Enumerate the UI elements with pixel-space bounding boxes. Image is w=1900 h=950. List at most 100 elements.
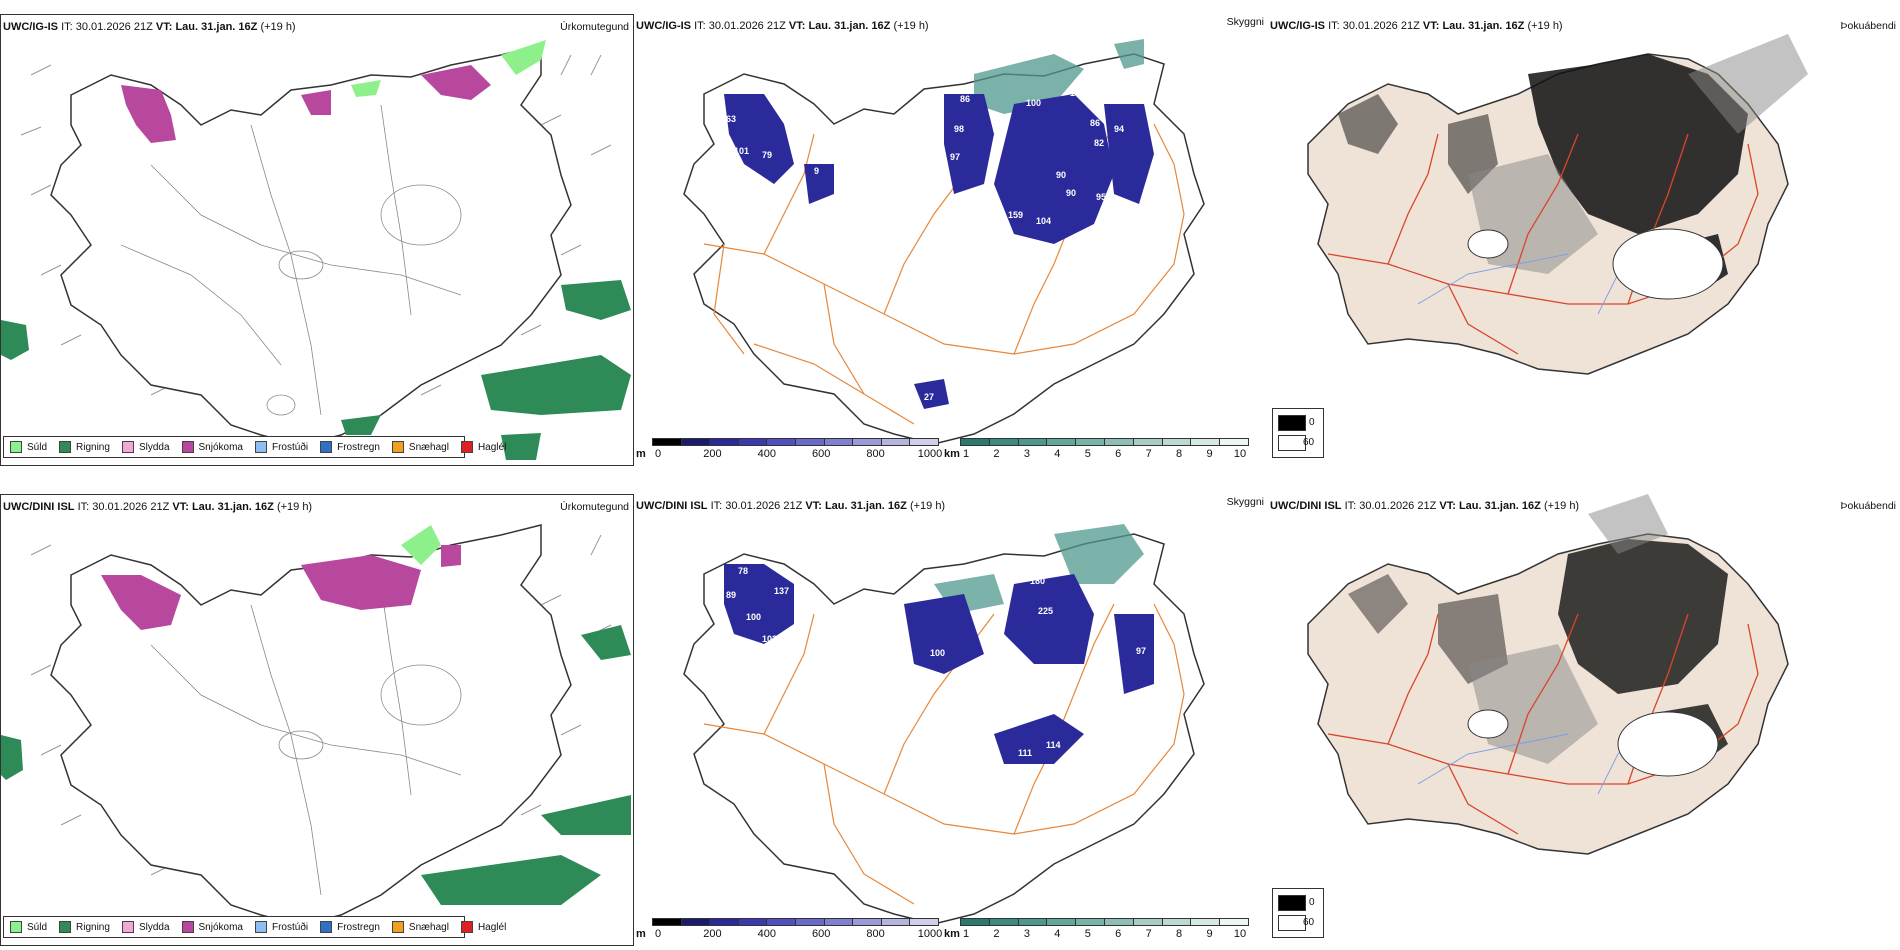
- fog-legend-swatch: [1278, 415, 1306, 431]
- legend-item: Súld: [10, 441, 47, 453]
- colorbar-tick: 10: [1233, 928, 1247, 940]
- colorbar-segment: [852, 438, 882, 446]
- colorbar-segment: [709, 918, 739, 926]
- colorbar-tick: 4: [1054, 928, 1061, 940]
- ceiling-label: 97: [1136, 646, 1146, 656]
- interior-lines: [150, 584, 462, 896]
- colorbar-segment: [709, 438, 739, 446]
- ceiling-label: 108: [1020, 682, 1035, 692]
- ceiling-label: 9: [814, 166, 819, 176]
- ceiling-label: 130: [1070, 88, 1085, 98]
- ceiling-colorbar: m 0 200 400 600 800 1000: [636, 918, 942, 944]
- fog-legend-label: 60: [1303, 917, 1315, 928]
- panel-variable-label: Þokuábendi: [1840, 20, 1896, 32]
- ceiling-label: 86: [1090, 118, 1100, 128]
- colorbar-tick: 1: [962, 448, 970, 460]
- legend-item: Snjókoma: [181, 441, 243, 453]
- colorbar-segment: [909, 438, 939, 446]
- precip-type-legend: Súld Rigning Slydda Snjókoma Frostúði Fr…: [3, 916, 506, 938]
- colorbar-tick: 0: [654, 448, 662, 460]
- colorbar-tick: 6: [1115, 448, 1122, 460]
- panel-title: UWC/DINI ISL IT: 30.01.2026 21Z VT: Lau.…: [636, 500, 946, 512]
- legend-item: Haglél: [460, 441, 506, 453]
- ceiling-label: 79: [762, 150, 772, 160]
- ceiling-label: 101: [734, 146, 749, 156]
- colorbar-tick: 800: [866, 448, 885, 460]
- ceiling-label: 111: [1018, 748, 1032, 758]
- colorbar-unit: m: [636, 448, 646, 460]
- colorbar-segment: [1219, 438, 1249, 446]
- legend-item: Súld: [10, 921, 47, 933]
- colorbar-tick: 400: [757, 928, 776, 940]
- colorbar-tick: 400: [757, 448, 776, 460]
- colorbar-segment: [960, 918, 990, 926]
- colorbar-segment: [1132, 438, 1163, 446]
- colorbar-segment: [1046, 918, 1077, 926]
- colorbar-tick: 2: [993, 448, 1000, 460]
- ceiling-label: 82: [1094, 138, 1104, 148]
- colorbar-segment: [1190, 438, 1221, 446]
- legend-item: Snjókoma: [181, 921, 243, 933]
- colorbar-segment: [1046, 438, 1077, 446]
- legend-item: Snæhagl: [391, 441, 449, 453]
- colorbar-tick: 0: [654, 928, 662, 940]
- colorbar-segment: [737, 918, 768, 926]
- colorbar-segment: [880, 918, 911, 926]
- colorbar-tick: 8: [1176, 928, 1183, 940]
- legend-item: Frostúði: [254, 921, 308, 933]
- glacier: [1612, 228, 1724, 300]
- ceiling-label: 89: [726, 590, 736, 600]
- colorbar-tick: 4: [1054, 448, 1061, 460]
- interior-lines: [120, 104, 462, 416]
- ceiling-label: 63: [726, 114, 736, 124]
- legend-item: Frostregn: [320, 921, 380, 933]
- colorbar-segment: [737, 438, 768, 446]
- colorbar-tick: 200: [703, 448, 722, 460]
- ceiling-value-labels: 78 137 89 100 103 52 180 225 100 157 108…: [726, 562, 1150, 758]
- colorbar-tick: 2: [993, 928, 1000, 940]
- ceiling-label: 70: [948, 566, 958, 576]
- colorbar-segment: [1075, 438, 1105, 446]
- ceiling-colorbar: m 0 200 400 600 800 1000: [636, 438, 942, 464]
- colorbar-segment: [823, 918, 854, 926]
- panel-title: UWC/DINI ISL IT: 30.01.2026 21Z VT: Lau.…: [1270, 500, 1580, 512]
- wind-barbs: [20, 54, 612, 396]
- rain-areas: [1, 625, 631, 905]
- colorbar-segment: [766, 918, 796, 926]
- colorbar-tick: 9: [1206, 928, 1213, 940]
- colorbar-tick: 7: [1145, 928, 1152, 940]
- colorbar-unit: m: [636, 928, 646, 940]
- colorbar-segment: [795, 918, 825, 926]
- ceiling-label: 90: [1066, 188, 1076, 198]
- colorbar-segment: [1017, 918, 1048, 926]
- colorbar-segment: [960, 438, 990, 446]
- colorbar-tick: 7: [1145, 448, 1152, 460]
- colorbar-tick: 6: [1115, 928, 1122, 940]
- ceiling-label: 225: [1038, 606, 1053, 616]
- low-ceiling-areas: [724, 94, 1154, 409]
- ceiling-label: 10: [940, 686, 950, 696]
- ceiling-label: 94: [1114, 124, 1124, 134]
- panel-title: UWC/IG-IS IT: 30.01.2026 21Z VT: Lau. 31…: [3, 21, 296, 33]
- colorbar-tick: 8: [1176, 448, 1183, 460]
- glacier: [1467, 229, 1509, 259]
- fog-legend: 0 60: [1272, 888, 1324, 938]
- colorbar-segment: [1075, 918, 1105, 926]
- fog-index-panel-row2: UWC/DINI ISL IT: 30.01.2026 21Z VT: Lau.…: [1268, 494, 1900, 946]
- colorbar-tick: 600: [812, 928, 831, 940]
- snow-areas: [121, 65, 491, 143]
- legend-item: Rigning: [59, 921, 110, 933]
- colorbar-segment: [766, 438, 796, 446]
- fog-legend-label: 60: [1303, 437, 1315, 448]
- fog-index-panel-row1: UWC/IG-IS IT: 30.01.2026 21Z VT: Lau. 31…: [1268, 14, 1900, 466]
- snow-areas: [101, 545, 461, 630]
- fog-legend-swatch: [1278, 435, 1306, 451]
- iceland-outline: [50, 524, 572, 926]
- legend-item: Haglél: [460, 921, 506, 933]
- ceiling-map-row2: 78 137 89 100 103 52 180 225 100 157 108…: [683, 524, 1205, 925]
- colorbar-segment: [823, 438, 854, 446]
- glacier: [1467, 709, 1509, 739]
- ceiling-label: 100: [746, 612, 761, 622]
- legend-item: Rigning: [59, 441, 110, 453]
- colorbar-segment: [680, 438, 711, 446]
